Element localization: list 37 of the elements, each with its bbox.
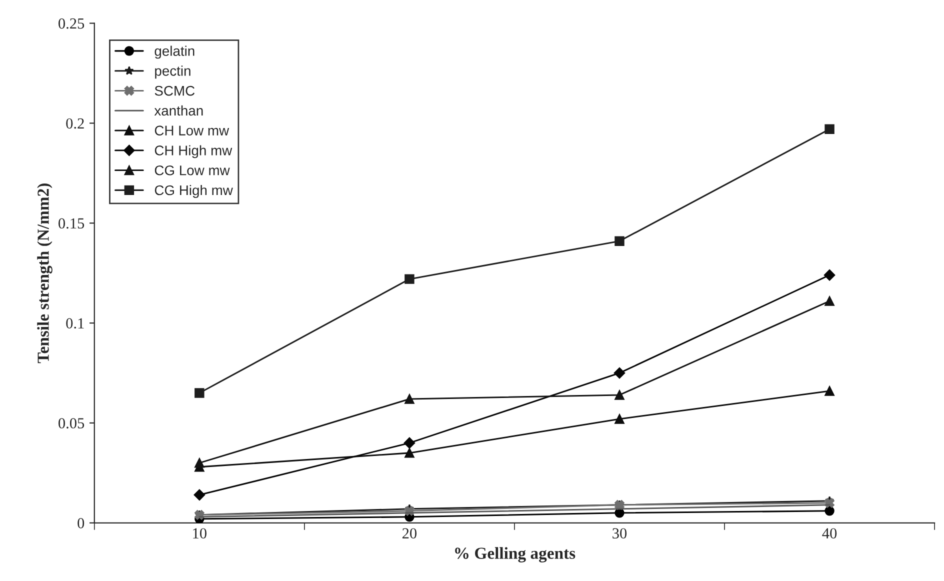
legend-label: SCMC <box>154 86 195 96</box>
point <box>614 390 624 400</box>
point <box>404 274 414 284</box>
point <box>824 506 834 516</box>
legend-label: pectin <box>155 66 190 79</box>
x-tick-label: 10 <box>193 528 206 539</box>
point <box>404 394 414 404</box>
point <box>194 489 206 501</box>
legend-label: CG High mw <box>154 184 233 198</box>
point <box>404 448 414 458</box>
y-axis-title: Tensile strength (N/mm2) <box>37 184 52 364</box>
x-tick-label: 30 <box>612 528 627 539</box>
legend-label: xanthan <box>154 105 203 116</box>
legend-label: CG Low mw <box>154 165 230 176</box>
point <box>824 296 834 306</box>
legend-label: gelatin <box>154 46 194 59</box>
y-tick-label: 0.25 <box>58 18 84 29</box>
point <box>614 236 624 246</box>
point <box>614 508 624 518</box>
point <box>194 388 204 398</box>
y-tick-label: 0.05 <box>58 418 84 428</box>
y-tick-label: 0.15 <box>58 218 84 229</box>
y-tick-label: 0.2 <box>66 118 84 129</box>
point <box>194 458 204 468</box>
x-tick-label: 40 <box>822 528 837 539</box>
x-axis-title: % Gelling agents <box>455 547 576 562</box>
x-tick-label: 20 <box>402 528 417 539</box>
y-tick-label: 0.1 <box>66 318 84 329</box>
point <box>404 437 416 449</box>
point <box>614 367 626 379</box>
point <box>824 386 834 396</box>
point <box>824 269 836 281</box>
legend-label: CH Low mw <box>154 126 230 136</box>
y-tick-label: 0 <box>78 518 84 528</box>
legend-label: CH High mw <box>154 145 232 158</box>
point <box>824 124 834 134</box>
point <box>614 414 624 424</box>
